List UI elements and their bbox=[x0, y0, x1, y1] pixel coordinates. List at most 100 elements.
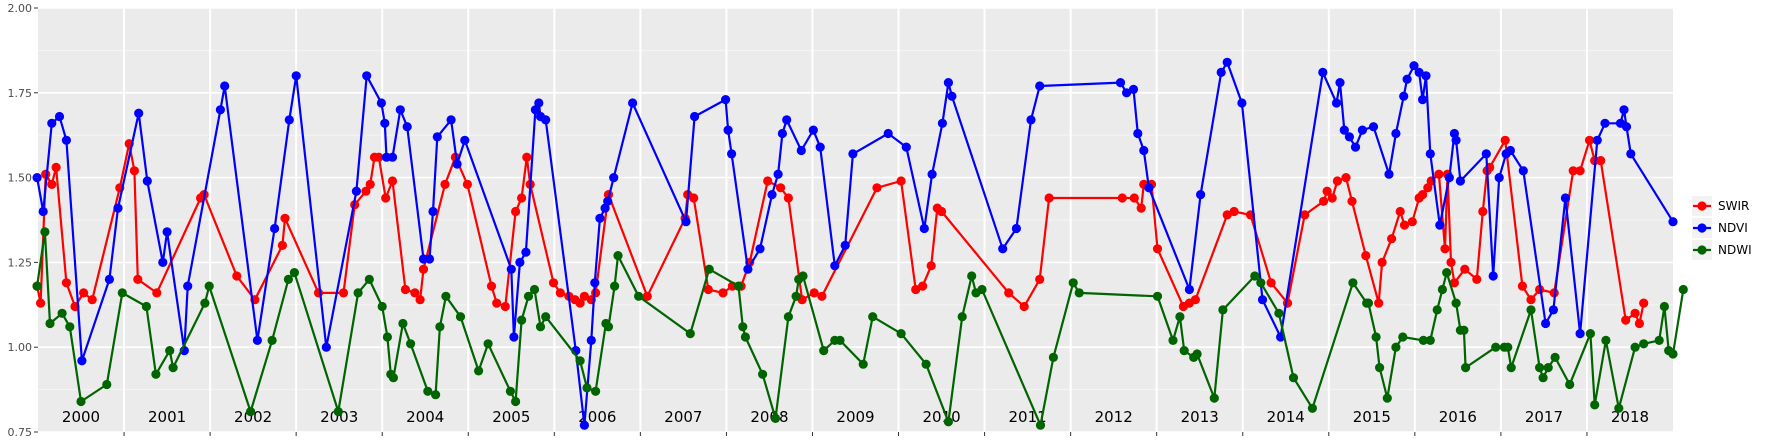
ndvi-point bbox=[777, 128, 788, 139]
ndwi-point bbox=[535, 322, 546, 332]
ndwi-point bbox=[398, 318, 408, 329]
ndwi-point bbox=[364, 274, 374, 284]
ndwi-point bbox=[1348, 278, 1358, 288]
legend-label-ndvi: NDVI bbox=[1718, 221, 1748, 235]
y-tick-label: 2.00 bbox=[8, 2, 33, 15]
ndwi-point bbox=[943, 417, 954, 427]
ndvi-point bbox=[767, 190, 777, 200]
ndwi-point bbox=[582, 383, 592, 393]
ndwi-point bbox=[510, 396, 521, 407]
ndwi-point bbox=[1451, 298, 1461, 308]
ndvi-point bbox=[1122, 88, 1132, 98]
ndvi-point bbox=[743, 264, 753, 274]
ndwi-point bbox=[1491, 342, 1501, 352]
ndwi-point bbox=[819, 346, 829, 356]
ndwi-point bbox=[289, 268, 299, 278]
ndvi-point bbox=[387, 152, 398, 162]
swir-point bbox=[1117, 193, 1127, 203]
ndvi-point bbox=[534, 98, 544, 108]
swir-point bbox=[1399, 220, 1410, 230]
ndvi-point bbox=[1451, 135, 1461, 145]
ndwi-point bbox=[333, 407, 343, 417]
ndwi-point bbox=[1274, 308, 1284, 318]
year-label: 2005 bbox=[492, 408, 530, 426]
ndwi-point bbox=[505, 386, 515, 396]
ndwi-point bbox=[65, 322, 75, 332]
ndwi-point bbox=[575, 356, 585, 366]
swir-point bbox=[1418, 190, 1428, 200]
swir-point bbox=[689, 193, 699, 203]
swir-point bbox=[486, 281, 497, 291]
ndwi-point bbox=[40, 227, 50, 237]
ndvi-point bbox=[998, 244, 1008, 254]
ndwi-point bbox=[1048, 352, 1058, 362]
ndwi-point bbox=[353, 288, 363, 298]
swir-point bbox=[1300, 210, 1310, 220]
ndvi-point bbox=[530, 105, 541, 115]
swir-point bbox=[1035, 274, 1045, 284]
ndvi-point bbox=[1335, 78, 1345, 88]
ndvi-series bbox=[32, 57, 1678, 430]
swir-point bbox=[718, 288, 728, 298]
swir-point bbox=[896, 176, 906, 186]
ndwi-point bbox=[151, 369, 161, 379]
swir-point bbox=[410, 288, 420, 298]
ndwi-point bbox=[102, 379, 112, 390]
swir-point bbox=[129, 166, 139, 176]
ndvi-point bbox=[1518, 166, 1528, 176]
ndvi-point bbox=[61, 135, 71, 145]
ndwi-point bbox=[423, 386, 433, 396]
ndvi-point bbox=[1488, 271, 1498, 281]
ndwi-point bbox=[441, 291, 451, 301]
ndvi-point bbox=[1368, 122, 1379, 132]
ndvi-point bbox=[1418, 95, 1428, 105]
y-tick-label: 1.75 bbox=[8, 87, 33, 100]
ndvi-point bbox=[1391, 128, 1401, 139]
ndvi-point bbox=[376, 98, 386, 108]
ndvi-point bbox=[796, 145, 806, 156]
ndwi-point bbox=[977, 284, 987, 295]
ndvi-point bbox=[1626, 149, 1636, 159]
swir-point bbox=[1190, 295, 1200, 305]
ndvi-point bbox=[755, 244, 765, 254]
legend-label-swir: SWIR bbox=[1718, 199, 1749, 213]
swir-point bbox=[579, 291, 590, 301]
ndvi-point bbox=[848, 149, 858, 159]
swir-point bbox=[492, 298, 502, 308]
ndvi-point bbox=[1331, 98, 1342, 108]
ndvi-point bbox=[452, 159, 462, 169]
swir-point bbox=[1526, 295, 1536, 305]
swir-point bbox=[937, 206, 947, 217]
ndvi-point bbox=[424, 254, 435, 264]
swir-point bbox=[1575, 166, 1585, 176]
swir-point bbox=[440, 179, 450, 189]
ndwi-point bbox=[610, 281, 620, 291]
swir-point bbox=[555, 288, 565, 298]
ndvi-point bbox=[291, 71, 301, 81]
ndvi-point bbox=[1237, 98, 1247, 108]
ndvi-point bbox=[1216, 67, 1226, 77]
ndvi-point bbox=[927, 169, 937, 179]
ndwi-point bbox=[738, 322, 748, 332]
ndwi-point bbox=[283, 274, 293, 284]
swir-point bbox=[809, 288, 819, 298]
ndwi-point bbox=[868, 312, 878, 322]
ndwi-point bbox=[1535, 363, 1545, 373]
year-label: 2002 bbox=[234, 408, 272, 426]
ndvi-point bbox=[901, 142, 911, 152]
year-label: 2000 bbox=[62, 408, 100, 426]
ndvi-point bbox=[162, 227, 172, 237]
ndwi-point bbox=[45, 318, 55, 329]
ndwi-point bbox=[798, 271, 808, 281]
swir-point bbox=[338, 288, 349, 298]
ndvi-point bbox=[215, 105, 225, 115]
swir-point bbox=[400, 284, 410, 295]
year-label: 2013 bbox=[1181, 408, 1219, 426]
ndwi-point bbox=[1218, 305, 1228, 315]
ndwi-point bbox=[770, 413, 781, 423]
ndvi-point bbox=[1357, 125, 1367, 135]
swir-point bbox=[911, 284, 921, 295]
ndvi-point bbox=[1592, 135, 1602, 145]
ndvi-point bbox=[1600, 118, 1610, 128]
swir-point bbox=[763, 176, 773, 186]
